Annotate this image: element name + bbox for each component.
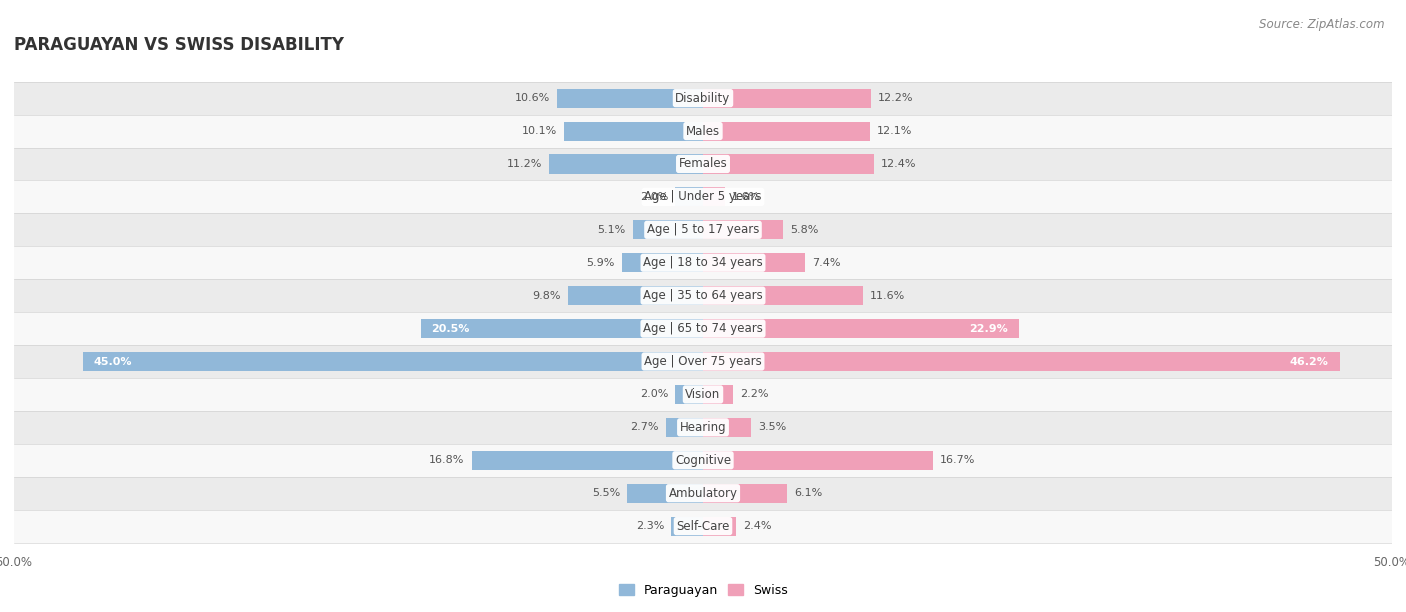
- Bar: [568, 286, 703, 305]
- Text: 3.5%: 3.5%: [758, 422, 786, 432]
- Text: Hearing: Hearing: [679, 421, 727, 434]
- Text: Males: Males: [686, 125, 720, 138]
- Text: 10.6%: 10.6%: [515, 93, 550, 103]
- Text: 2.4%: 2.4%: [742, 521, 772, 531]
- Bar: [14, 214, 1392, 246]
- Text: 12.1%: 12.1%: [876, 126, 912, 136]
- Text: 20.5%: 20.5%: [432, 324, 470, 334]
- Text: 2.0%: 2.0%: [640, 192, 669, 202]
- Bar: [671, 517, 703, 536]
- Text: Females: Females: [679, 157, 727, 171]
- Bar: [14, 147, 1392, 181]
- Bar: [703, 385, 734, 404]
- Legend: Paraguayan, Swiss: Paraguayan, Swiss: [613, 579, 793, 602]
- Text: Age | 35 to 64 years: Age | 35 to 64 years: [643, 289, 763, 302]
- Bar: [14, 378, 1392, 411]
- Bar: [14, 81, 1392, 114]
- Text: PARAGUAYAN VS SWISS DISABILITY: PARAGUAYAN VS SWISS DISABILITY: [14, 35, 344, 54]
- Bar: [703, 122, 870, 141]
- Text: Ambulatory: Ambulatory: [668, 487, 738, 499]
- Text: 6.1%: 6.1%: [794, 488, 823, 498]
- Bar: [14, 510, 1392, 543]
- Bar: [703, 352, 1340, 371]
- Bar: [14, 114, 1392, 147]
- Text: 2.2%: 2.2%: [740, 389, 769, 400]
- Bar: [420, 319, 703, 338]
- Text: Age | Over 75 years: Age | Over 75 years: [644, 355, 762, 368]
- Bar: [621, 253, 703, 272]
- Bar: [564, 122, 703, 141]
- Text: 11.6%: 11.6%: [870, 291, 905, 300]
- Bar: [703, 154, 875, 174]
- Bar: [471, 450, 703, 470]
- Text: 5.8%: 5.8%: [790, 225, 818, 235]
- Text: 2.7%: 2.7%: [630, 422, 659, 432]
- Text: 45.0%: 45.0%: [94, 357, 132, 367]
- Text: Age | 5 to 17 years: Age | 5 to 17 years: [647, 223, 759, 236]
- Text: 22.9%: 22.9%: [969, 324, 1008, 334]
- Text: 1.6%: 1.6%: [733, 192, 761, 202]
- Text: 9.8%: 9.8%: [533, 291, 561, 300]
- Bar: [666, 418, 703, 437]
- Bar: [14, 181, 1392, 214]
- Text: Vision: Vision: [685, 388, 721, 401]
- Text: Disability: Disability: [675, 92, 731, 105]
- Text: 2.0%: 2.0%: [640, 389, 669, 400]
- Text: 12.4%: 12.4%: [880, 159, 917, 169]
- Bar: [14, 345, 1392, 378]
- Bar: [633, 220, 703, 239]
- Bar: [14, 477, 1392, 510]
- Bar: [703, 220, 783, 239]
- Bar: [14, 444, 1392, 477]
- Text: Cognitive: Cognitive: [675, 453, 731, 467]
- Bar: [14, 312, 1392, 345]
- Bar: [675, 385, 703, 404]
- Bar: [703, 286, 863, 305]
- Text: Source: ZipAtlas.com: Source: ZipAtlas.com: [1260, 18, 1385, 31]
- Text: Age | Under 5 years: Age | Under 5 years: [644, 190, 762, 203]
- Text: 5.9%: 5.9%: [586, 258, 614, 267]
- Text: 12.2%: 12.2%: [877, 93, 914, 103]
- Text: 5.1%: 5.1%: [598, 225, 626, 235]
- Bar: [548, 154, 703, 174]
- Bar: [627, 483, 703, 502]
- Text: Self-Care: Self-Care: [676, 520, 730, 532]
- Bar: [703, 187, 725, 206]
- Bar: [557, 89, 703, 108]
- Bar: [703, 253, 806, 272]
- Bar: [14, 411, 1392, 444]
- Bar: [703, 450, 934, 470]
- Text: 46.2%: 46.2%: [1289, 357, 1329, 367]
- Text: 5.5%: 5.5%: [592, 488, 620, 498]
- Bar: [83, 352, 703, 371]
- Bar: [703, 89, 872, 108]
- Bar: [703, 418, 751, 437]
- Bar: [14, 279, 1392, 312]
- Text: 10.1%: 10.1%: [522, 126, 557, 136]
- Text: 16.8%: 16.8%: [429, 455, 464, 465]
- Text: 16.7%: 16.7%: [941, 455, 976, 465]
- Bar: [703, 319, 1018, 338]
- Text: 7.4%: 7.4%: [811, 258, 841, 267]
- Text: 11.2%: 11.2%: [506, 159, 541, 169]
- Bar: [675, 187, 703, 206]
- Bar: [14, 246, 1392, 279]
- Text: Age | 65 to 74 years: Age | 65 to 74 years: [643, 322, 763, 335]
- Text: 2.3%: 2.3%: [636, 521, 665, 531]
- Text: Age | 18 to 34 years: Age | 18 to 34 years: [643, 256, 763, 269]
- Bar: [703, 517, 737, 536]
- Bar: [703, 483, 787, 502]
